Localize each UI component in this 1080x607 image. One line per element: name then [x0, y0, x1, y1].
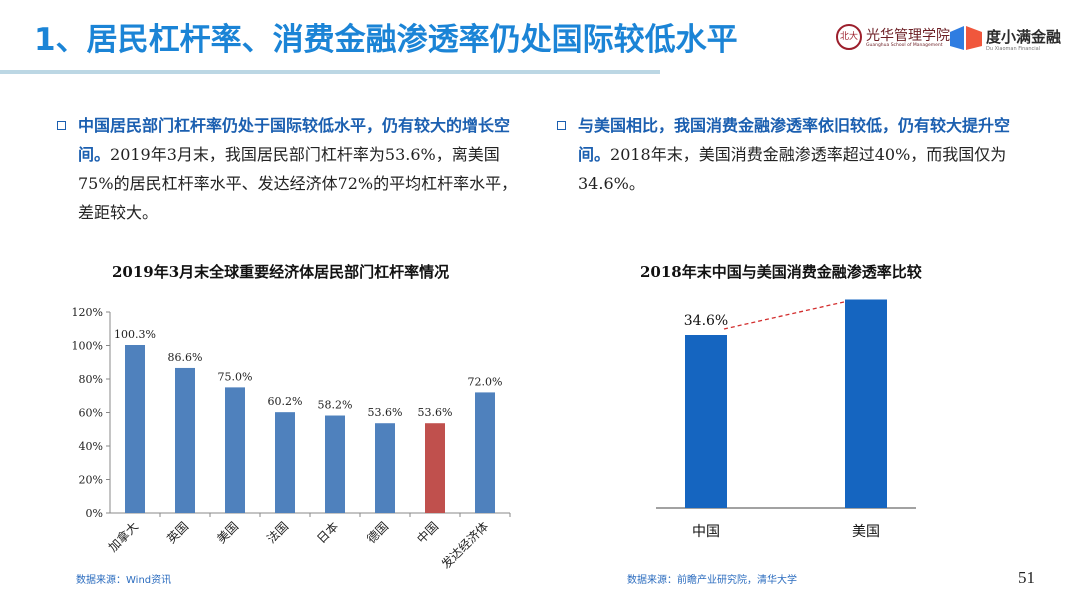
- data-label: 53.6%: [368, 406, 403, 419]
- x-tick-label: 美国: [852, 524, 880, 540]
- x-tick-label: 英国: [164, 519, 191, 546]
- bullet-left-body: 2019年3月末，我国居民部门杠杆率为53.6%，离美国75%的居民杠杆率水平、…: [78, 145, 518, 222]
- chart-right: 34.6% 中国 41.7% 美国: [656, 290, 916, 540]
- bar: [475, 392, 495, 513]
- duxiaoman-mark-icon: [950, 26, 982, 50]
- bullet-right: 与美国相比，我国消费金融渗透率依旧较低，仍有较大提升空间。2018年末，美国消费…: [557, 111, 1018, 198]
- data-label: 75.0%: [218, 370, 253, 383]
- chart-left-title: 2019年3月末全球重要经济体居民部门杠杆率情况: [112, 263, 450, 281]
- bar: [685, 335, 727, 508]
- data-label: 60.2%: [268, 395, 303, 408]
- bullet-right-body: 2018年末，美国消费金融渗透率超过40%，而我国仅为34.6%。: [578, 145, 1007, 193]
- bar: [275, 412, 295, 513]
- bar: [125, 344, 145, 513]
- data-label: 86.6%: [168, 351, 203, 364]
- x-tick-label: 德国: [364, 519, 392, 547]
- bar: [225, 387, 245, 513]
- chart-right-title: 2018年末中国与美国消费金融渗透率比较: [640, 263, 922, 281]
- x-tick-label: 日本: [314, 519, 341, 546]
- x-tick-label: 发达经济体: [438, 519, 491, 572]
- data-label: 34.6%: [684, 313, 728, 329]
- guanghua-logo-name: 光华管理学院: [866, 28, 950, 44]
- bar: [375, 423, 395, 513]
- guanghua-logo-sub: Guanghua School of Management: [866, 43, 943, 48]
- y-tick-label: 120%: [72, 306, 103, 319]
- x-tick-label: 中国: [414, 519, 442, 547]
- data-label: 41.7%: [844, 290, 888, 294]
- guanghua-seal-icon: 北大: [836, 24, 862, 50]
- data-label: 100.3%: [114, 328, 156, 341]
- bullet-right-highlight: 与美国相比，我国消费金融渗透率依旧较低，仍有较大提升空间。: [578, 116, 1011, 164]
- y-tick-label: 40%: [79, 440, 103, 453]
- bullet-checkbox-icon: [57, 121, 66, 130]
- page-title: 1、居民杠杆率、消费金融渗透率仍处国际较低水平: [34, 22, 738, 58]
- data-label: 58.2%: [318, 399, 353, 412]
- bullet-left: 中国居民部门杠杆率仍处于国际较低水平，仍有较大的增长空间。2019年3月末，我国…: [57, 111, 528, 227]
- source-right: 数据来源：前瞻产业研究院，清华大学: [627, 575, 797, 586]
- bar: [325, 415, 345, 513]
- y-tick-label: 60%: [79, 407, 103, 420]
- y-tick-label: 80%: [79, 373, 103, 386]
- dashed-connector: [723, 300, 847, 330]
- bar: [175, 367, 195, 513]
- data-label: 53.6%: [418, 406, 453, 419]
- y-tick-label: 100%: [72, 340, 103, 353]
- x-tick-label: 中国: [692, 524, 720, 540]
- x-tick-label: 法国: [264, 519, 291, 546]
- source-left: 数据来源：Wind资讯: [76, 575, 172, 586]
- x-tick-label: 美国: [214, 519, 241, 546]
- y-tick-label: 0%: [86, 507, 103, 520]
- page-number: 51: [1018, 568, 1035, 587]
- data-label: 72.0%: [468, 375, 503, 388]
- bar: [425, 423, 445, 513]
- x-tick-label: 加拿大: [105, 519, 141, 555]
- bar: [845, 299, 887, 508]
- chart-left: 0% 20% 40% 60% 80% 100% 120% 100.3% 加拿大 86.6% 英国 75…: [72, 306, 511, 572]
- bullet-left-highlight: 中国居民部门杠杆率仍处于国际较低水平，仍有较大的增长空间。: [78, 116, 511, 164]
- y-tick-label: 20%: [79, 474, 103, 487]
- title-underline: [0, 70, 660, 74]
- duxiaoman-logo-name: 度小满金融: [986, 28, 1062, 46]
- duxiaoman-logo-sub: Du Xiaoman Financial: [986, 46, 1041, 52]
- bullet-checkbox-icon: [557, 121, 566, 130]
